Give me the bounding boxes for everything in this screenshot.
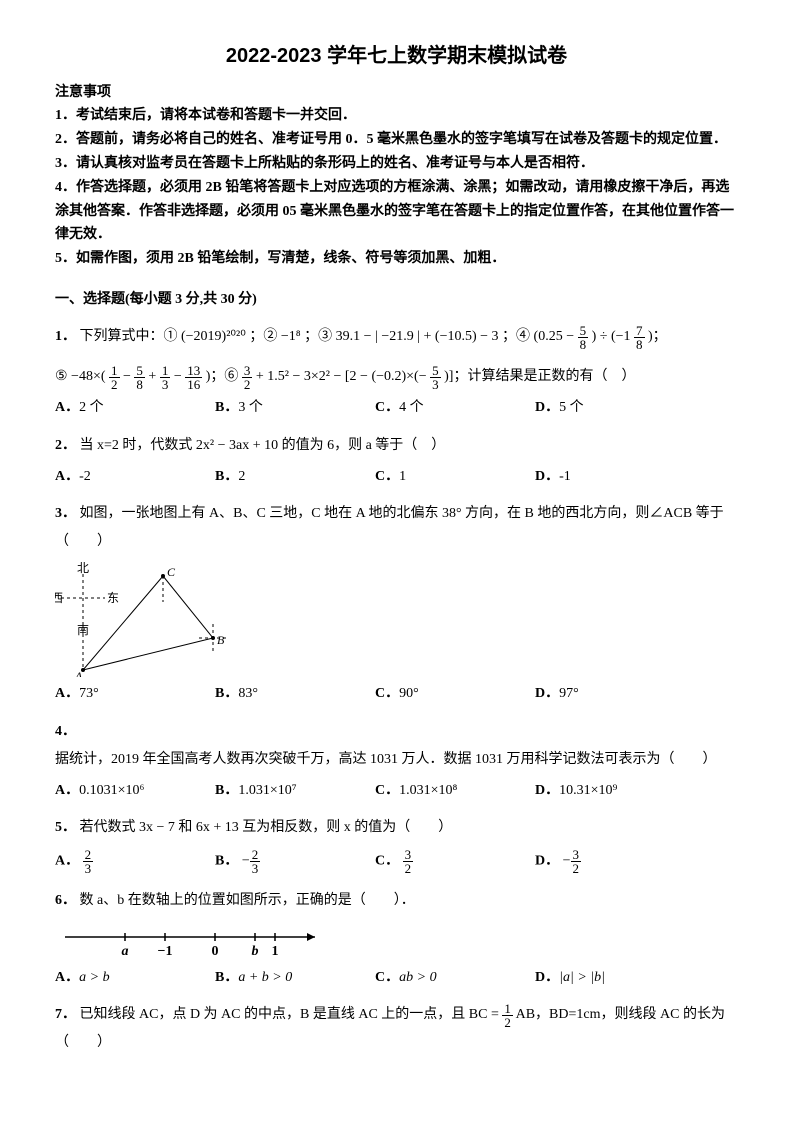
q1-l2-f1: 12 <box>109 364 120 391</box>
q1-sep3: ；④ <box>502 329 530 344</box>
instruction-3: 3．请认真核对监考员在答题卡上所粘贴的条形码上的姓名、准考证号与本人是否相符． <box>55 152 738 176</box>
question-1: 1． 下列算式中：① (−2019)²⁰²⁰ ；② −1⁸ ；③ 39.1 − … <box>55 323 738 351</box>
tick-a: a <box>122 944 129 959</box>
q6-opt-c: C．ab > 0 <box>375 967 535 989</box>
q6-figure: a −1 0 b 1 <box>55 921 738 961</box>
q1-sep2: ；③ <box>304 329 332 344</box>
tick-b: b <box>252 944 259 959</box>
q1-expr4-mid: ) ÷ (−1 <box>592 329 631 344</box>
question-7: 7． 已知线段 AC，点 D 为 AC 的中点，B 是直线 AC 上的一点，且 … <box>55 1001 738 1057</box>
q4-num: 4． <box>55 724 76 739</box>
tick-0: 0 <box>212 944 219 959</box>
q5-opt-c: C． 32 <box>375 848 535 875</box>
q1-expr4-frac2: 78 <box>634 324 645 351</box>
q5-opt-d: D． −32 <box>535 848 695 875</box>
q1-expr4-frac1: 58 <box>578 324 589 351</box>
page-title: 2022-2023 学年七上数学期末模拟试卷 <box>55 40 738 72</box>
q2-opt-d: D．-1 <box>535 466 695 488</box>
instruction-2: 2．答题前，请务必将自己的姓名、准考证号用 0．5 毫米黑色墨水的签字笔填写在试… <box>55 128 738 152</box>
q5-options: A． 23 B． −23 C． 32 D． −32 <box>55 848 738 875</box>
q1-l2-mid: + 1.5² − 3×2² − [2 − (−0.2)×(− <box>256 369 427 384</box>
q4-options: A．0.1031×10⁶ B．1.031×10⁷ C．1.031×10⁸ D．1… <box>55 780 738 802</box>
q3-num: 3． <box>55 506 76 521</box>
q1-l2-f5: 32 <box>242 364 253 391</box>
q3-stem: 如图，一张地图上有 A、B、C 三地，C 地在 A 地的北偏东 38° 方向，在… <box>55 506 724 549</box>
question-5: 5． 若代数式 3x − 7 和 6x + 13 互为相反数，则 x 的值为（ … <box>55 814 738 842</box>
q1-opt-d: D．5 个 <box>535 397 695 419</box>
q4-opt-c: C．1.031×10⁸ <box>375 780 535 802</box>
q3-opt-c: C．90° <box>375 683 535 705</box>
q4-opt-d: D．10.31×10⁹ <box>535 780 695 802</box>
question-2: 2． 当 x=2 时，代数式 2x² − 3ax + 10 的值为 6，则 a … <box>55 432 738 460</box>
q1-expr4-close: )； <box>648 329 667 344</box>
q1-expr2: −1⁸ <box>281 329 301 344</box>
q2-opt-b: B．2 <box>215 466 375 488</box>
q1-l2-f4: 1316 <box>185 364 202 391</box>
q1-l2-f2: 58 <box>134 364 145 391</box>
q6-opt-a: A．a > b <box>55 967 215 989</box>
q6-opt-d: D．|a| > |b| <box>535 967 695 989</box>
q3-opt-d: D．97° <box>535 683 695 705</box>
q1-l2-close1: )；⑥ <box>206 369 242 384</box>
q6-stem: 数 a、b 在数轴上的位置如图所示，正确的是（ ）． <box>80 893 415 908</box>
q5-opt-a: A． 23 <box>55 848 215 875</box>
question-6: 6． 数 a、b 在数轴上的位置如图所示，正确的是（ ）． <box>55 887 738 915</box>
q5-opt-b: B． −23 <box>215 848 375 875</box>
question-1-line2: ⑤ −48×( 12 − 58 + 13 − 1316 )；⑥ 32 + 1.5… <box>55 363 738 391</box>
q4-opt-b: B．1.031×10⁷ <box>215 780 375 802</box>
compass-south: 南 <box>77 622 89 637</box>
q7-num: 7． <box>55 1007 76 1022</box>
q3-opt-a: A．73° <box>55 683 215 705</box>
q7-frac: 12 <box>502 1002 513 1029</box>
q1-l2-close2: )]；计算结果是正数的有（ ） <box>444 369 635 384</box>
q6-numberline-svg: a −1 0 b 1 <box>55 921 335 961</box>
node-c: C <box>167 565 176 579</box>
q7-stem-a: 已知线段 AC，点 D 为 AC 的中点，B 是直线 AC 上的一点，且 BC … <box>80 1007 503 1022</box>
instruction-4: 4．作答选择题，必须用 2B 铅笔将答题卡上对应选项的方框涂满、涂黑；如需改动，… <box>55 176 738 247</box>
q3-figure: 北 南 东 西 A B C <box>55 562 738 677</box>
q2-stem: 当 x=2 时，代数式 2x² − 3ax + 10 的值为 6，则 a 等于（… <box>80 438 446 453</box>
q2-opt-a: A．-2 <box>55 466 215 488</box>
compass-east: 东 <box>107 591 119 605</box>
compass-north: 北 <box>77 562 89 575</box>
q1-expr1: (−2019)²⁰²⁰ <box>181 329 246 344</box>
compass-west: 西 <box>55 591 63 605</box>
instruction-5: 5．如需作图，须用 2B 铅笔绘制，写清楚，线条、符号等须加黑、加粗． <box>55 247 738 271</box>
q3-diagram-svg: 北 南 东 西 A B C <box>55 562 235 677</box>
q1-l2-pre: ⑤ −48×( <box>55 369 106 384</box>
node-b: B <box>217 633 225 647</box>
section-1-title: 一、选择题(每小题 3 分,共 30 分) <box>55 289 738 311</box>
q1-expr4-open: (0.25 − <box>534 329 575 344</box>
q1-opt-b: B．3 个 <box>215 397 375 419</box>
q1-num: 1． <box>55 329 76 344</box>
q1-l2-f6: 53 <box>430 364 441 391</box>
q5-stem: 若代数式 3x − 7 和 6x + 13 互为相反数，则 x 的值为（ ） <box>80 820 453 835</box>
q1-options: A．2 个 B．3 个 C．4 个 D．5 个 <box>55 397 738 419</box>
q6-num: 6． <box>55 893 76 908</box>
q6-opt-b: B．a + b > 0 <box>215 967 375 989</box>
instruction-1: 1．考试结束后，请将本试卷和答题卡一并交回． <box>55 104 738 128</box>
q2-num: 2． <box>55 438 76 453</box>
q2-options: A．-2 B．2 C．1 D．-1 <box>55 466 738 488</box>
q1-l2-f3: 13 <box>160 364 171 391</box>
q1-sep1: ；② <box>249 329 277 344</box>
q3-options: A．73° B．83° C．90° D．97° <box>55 683 738 705</box>
q4-opt-a: A．0.1031×10⁶ <box>55 780 215 802</box>
q2-opt-c: C．1 <box>375 466 535 488</box>
tick-1: 1 <box>272 944 279 959</box>
q1-opt-c: C．4 个 <box>375 397 535 419</box>
q1-stem-a: 下列算式中：① <box>80 329 178 344</box>
q5-num: 5． <box>55 820 76 835</box>
instructions-header: 注意事项 <box>55 82 738 104</box>
q1-expr3: 39.1 − | −21.9 | + (−10.5) − 3 <box>336 329 499 344</box>
q3-opt-b: B．83° <box>215 683 375 705</box>
question-4: 4． 据统计，2019 年全国高考人数再次突破千万，高达 1031 万人．数据 … <box>55 718 738 774</box>
tick-neg1: −1 <box>158 944 173 959</box>
q6-options: A．a > b B．a + b > 0 C．ab > 0 D．|a| > |b| <box>55 967 738 989</box>
question-3: 3． 如图，一张地图上有 A、B、C 三地，C 地在 A 地的北偏东 38° 方… <box>55 500 738 556</box>
q1-opt-a: A．2 个 <box>55 397 215 419</box>
q4-stem: 据统计，2019 年全国高考人数再次突破千万，高达 1031 万人．数据 103… <box>55 752 717 767</box>
